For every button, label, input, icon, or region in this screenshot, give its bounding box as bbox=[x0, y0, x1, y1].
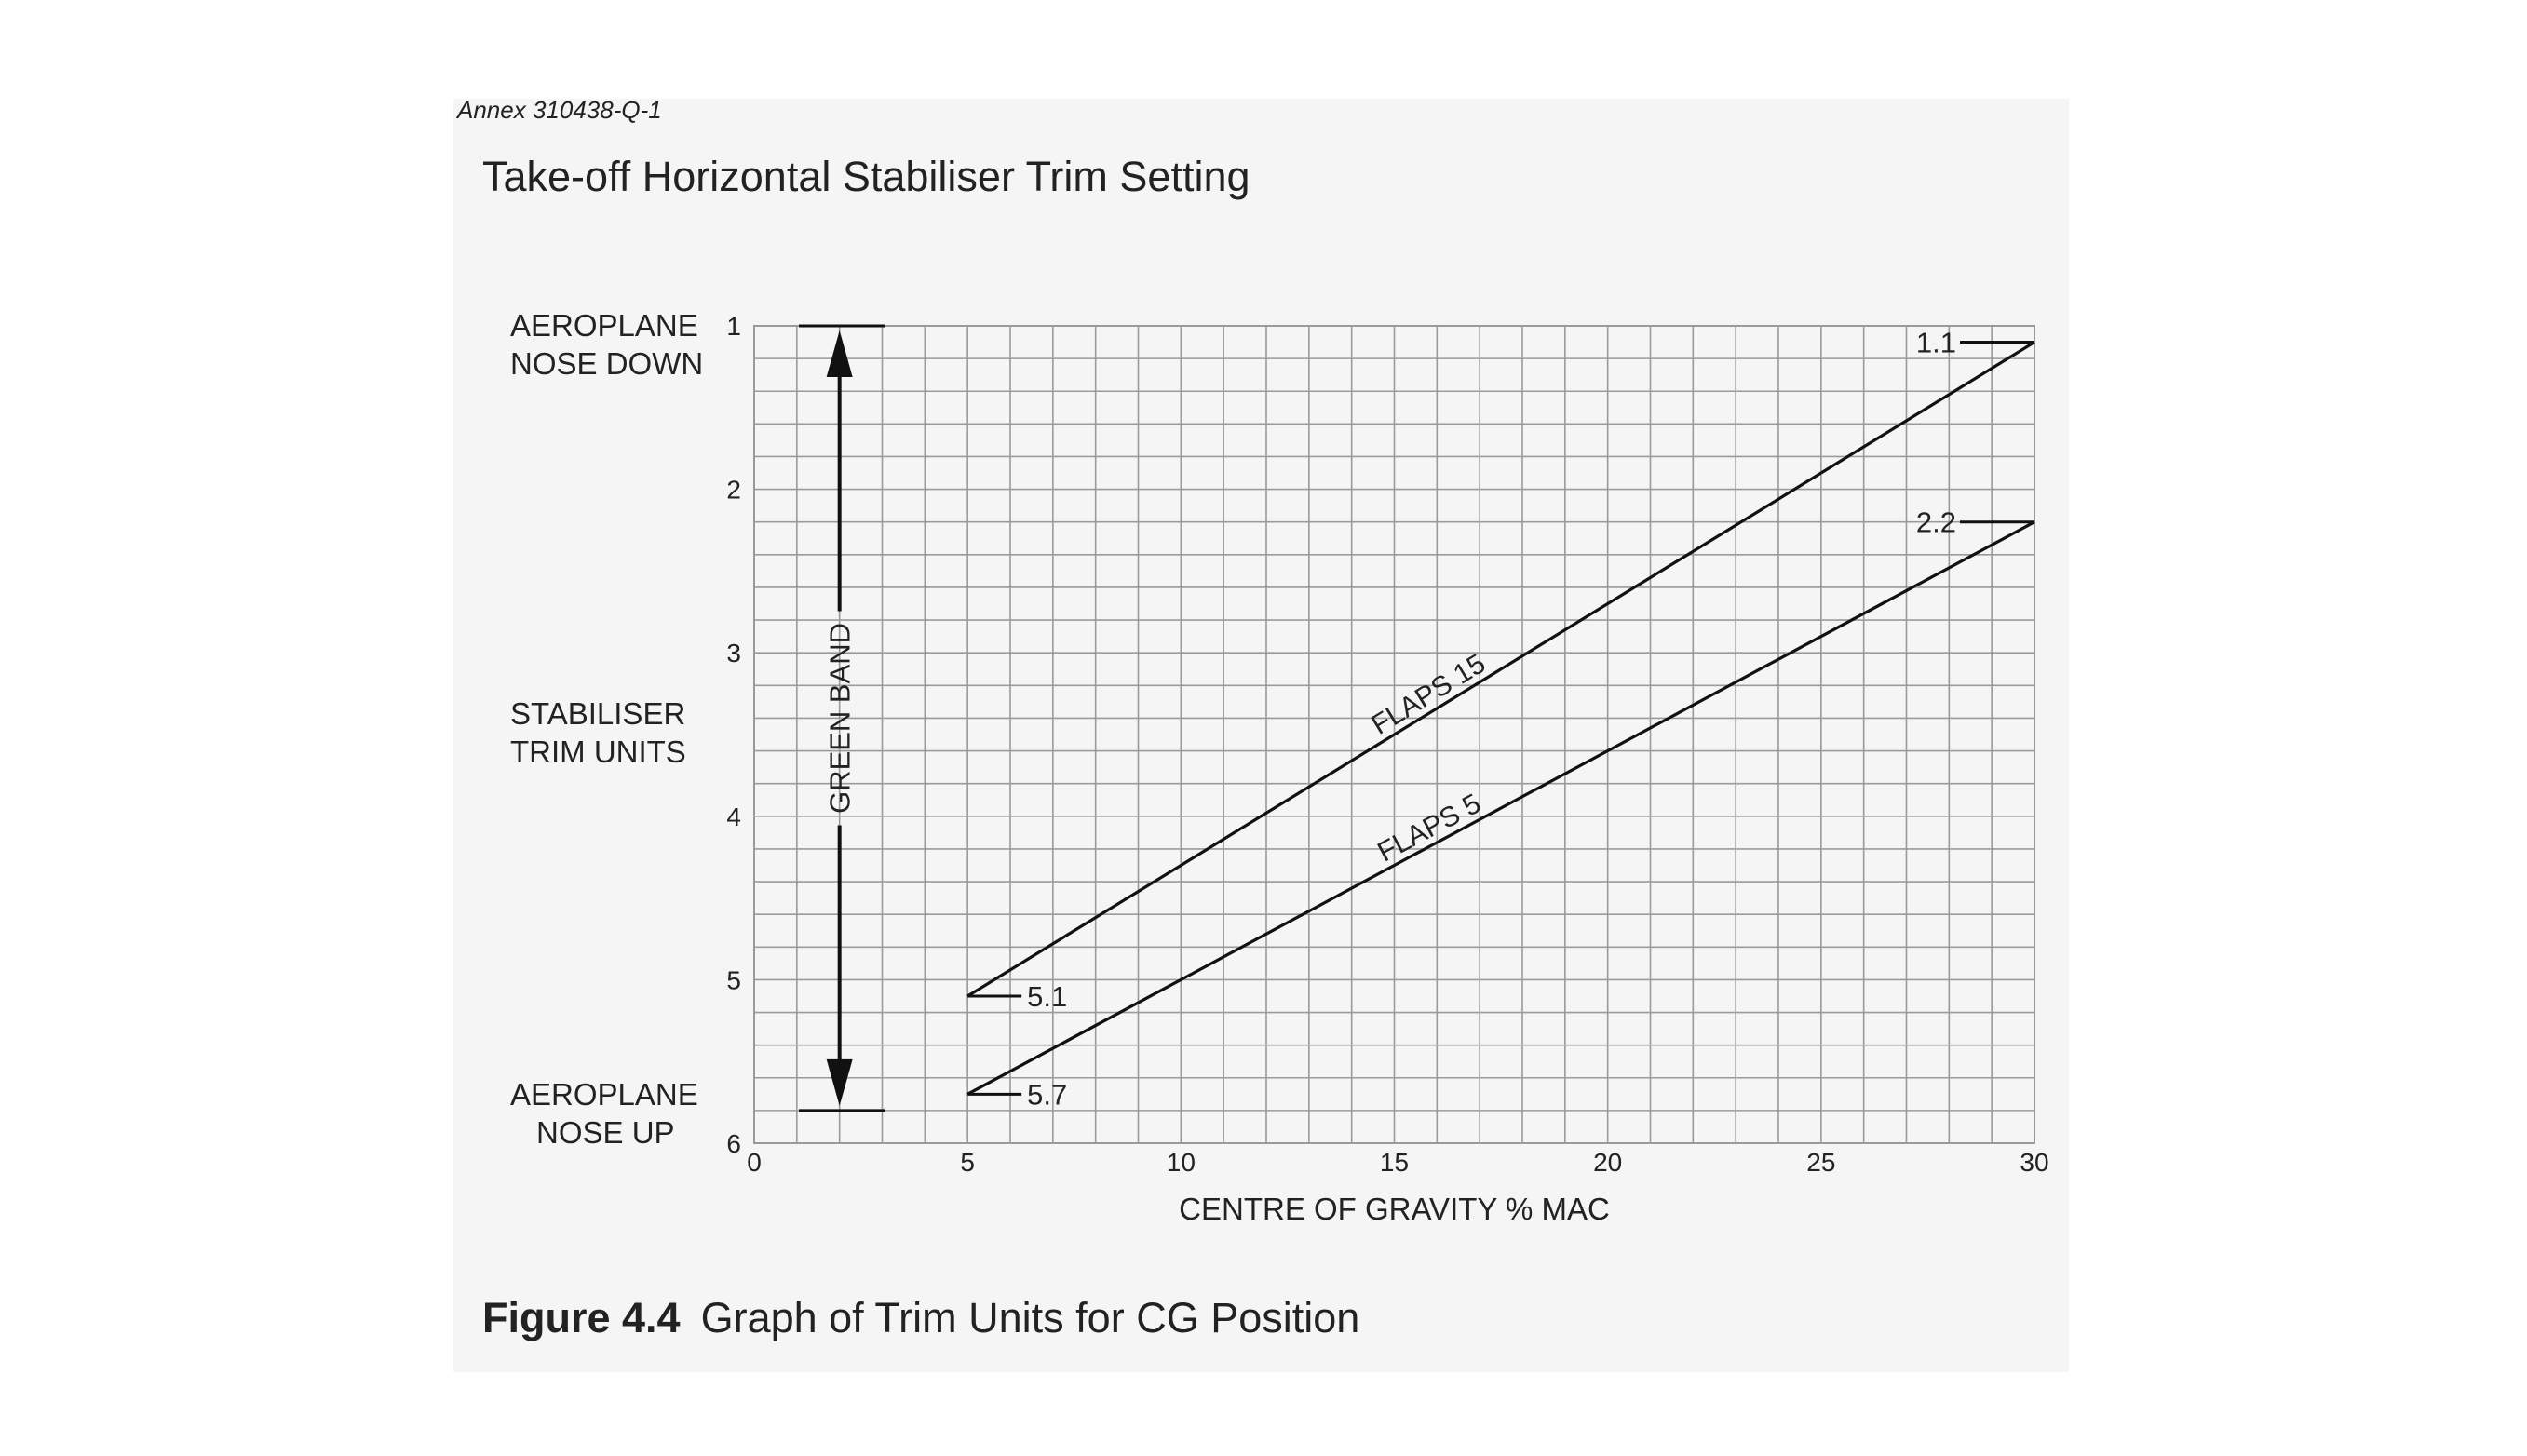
y-tick-label: 4 bbox=[726, 802, 741, 831]
chart-title: Take-off Horizontal Stabiliser Trim Sett… bbox=[482, 153, 1250, 200]
x-tick-label: 25 bbox=[1806, 1148, 1835, 1177]
y-tick-label: 6 bbox=[726, 1129, 741, 1158]
arrow-up-head bbox=[826, 330, 853, 377]
y-tick-label: 3 bbox=[726, 639, 741, 667]
x-tick-label: 0 bbox=[747, 1148, 762, 1177]
x-axis-label: CENTRE OF GRAVITY % MAC bbox=[1179, 1192, 1610, 1226]
nose-up-label: AEROPLANE bbox=[510, 1077, 698, 1112]
y-tick-label: 5 bbox=[726, 965, 741, 994]
annex-reference: Annex 310438-Q-1 bbox=[457, 96, 662, 124]
series-name-label: FLAPS 15 bbox=[1366, 648, 1491, 741]
figure-caption-text: Graph of Trim Units for CG Position bbox=[700, 1294, 1360, 1341]
x-tick-label: 15 bbox=[1380, 1148, 1409, 1177]
x-tick-label: 10 bbox=[1167, 1148, 1196, 1177]
nose-up-label: NOSE UP bbox=[536, 1115, 675, 1150]
start-value-label: 5.7 bbox=[1027, 1078, 1067, 1111]
green-band-label: GREEN BAND bbox=[824, 623, 857, 814]
y-axis-label: STABILISER bbox=[510, 696, 685, 731]
figure-number: Figure 4.4 bbox=[482, 1294, 681, 1341]
end-value-label: 2.2 bbox=[1916, 506, 1956, 539]
y-tick-label: 1 bbox=[726, 312, 741, 341]
y-axis-label: TRIM UNITS bbox=[510, 735, 686, 769]
nose-down-label: NOSE DOWN bbox=[510, 346, 703, 381]
series-line bbox=[966, 520, 2035, 1096]
axis-ticks: 0 5 10 15 20 25 30 1 2 3 4 5 6 bbox=[726, 312, 2048, 1177]
chart-grid bbox=[753, 325, 2035, 1144]
figure-caption: Figure 4.4 Graph of Trim Units for CG Pos… bbox=[482, 1294, 1359, 1342]
nose-down-label: AEROPLANE bbox=[510, 308, 698, 343]
x-tick-label: 20 bbox=[1593, 1148, 1622, 1177]
end-value-label: 1.1 bbox=[1916, 327, 1956, 359]
start-value-label: 5.1 bbox=[1027, 980, 1067, 1013]
series-name-label: FLAPS 5 bbox=[1372, 789, 1485, 869]
green-band: GREEN BAND bbox=[799, 324, 885, 1112]
series-line bbox=[966, 341, 2035, 998]
x-tick-label: 30 bbox=[2020, 1148, 2048, 1177]
y-tick-label: 2 bbox=[726, 476, 741, 505]
figure-panel bbox=[453, 99, 2069, 1372]
arrow-down-head bbox=[826, 1058, 853, 1106]
x-tick-label: 5 bbox=[960, 1148, 975, 1177]
